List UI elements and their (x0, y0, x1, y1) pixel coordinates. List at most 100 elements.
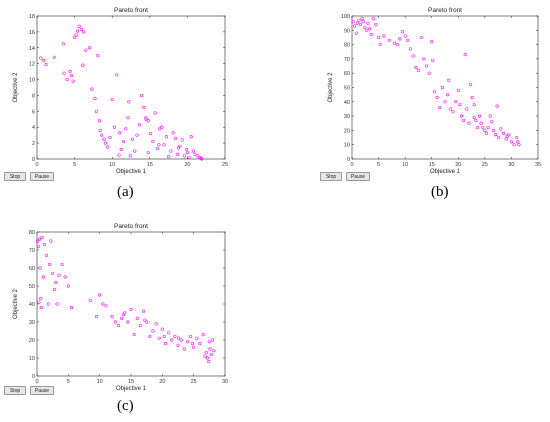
data-point (422, 57, 426, 61)
y-tick-label: 50 (344, 86, 350, 92)
data-point (358, 23, 363, 27)
y-tick-label: 2 (32, 141, 35, 147)
y-tick-label: 70 (344, 57, 350, 63)
data-point (118, 131, 122, 135)
data-point (60, 262, 64, 266)
data-point (51, 271, 55, 275)
data-point (137, 123, 141, 127)
data-point (188, 334, 193, 338)
x-tick-label: 0 (35, 162, 38, 168)
x-tick-label: 25 (482, 162, 488, 168)
data-point (462, 118, 466, 122)
y-tick-label: 0 (347, 157, 350, 163)
data-point (517, 143, 521, 147)
plot-area (351, 15, 539, 160)
data-point (100, 133, 104, 137)
data-point (360, 17, 364, 21)
data-point (158, 127, 162, 131)
data-point (193, 152, 197, 156)
data-point (185, 147, 189, 152)
data-point (79, 27, 83, 32)
data-point (42, 58, 46, 63)
data-point (94, 109, 98, 113)
chart-b-svg: Pareto front 0 5 10 15 20 25 30 35 0 10 20 30 40 50 60 7… (328, 7, 541, 175)
data-point (378, 43, 382, 47)
chart-panel-b: Pareto front 0 5 10 15 20 25 30 35 0 10 20 30 40 50 60 7… (316, 0, 550, 210)
data-point (160, 327, 164, 331)
data-point (57, 273, 61, 277)
data-point (63, 275, 67, 279)
data-point (438, 105, 442, 110)
data-point (447, 78, 451, 82)
chart-panel-c: Pareto front 0 5 10 15 20 25 30 0 10 20 30 40 50 60 70 8… (0, 220, 240, 422)
data-point (171, 131, 175, 135)
data-point (62, 71, 66, 75)
pause-button[interactable]: Pause (30, 386, 54, 395)
data-point (170, 338, 174, 342)
stop-button[interactable]: Stop (320, 172, 342, 181)
data-point (42, 243, 47, 247)
stop-button[interactable]: Stop (4, 386, 26, 395)
x-tick-label: 25 (222, 162, 228, 168)
data-point (126, 320, 130, 324)
data-point (190, 342, 194, 346)
data-point (454, 100, 458, 104)
data-point (505, 134, 509, 138)
data-point (115, 73, 119, 77)
pause-button[interactable]: Pause (30, 172, 54, 181)
data-point (435, 95, 439, 100)
chart-title: Pareto front (114, 223, 148, 230)
data-point (411, 54, 415, 58)
plot-area (36, 15, 226, 160)
data-point (129, 307, 133, 311)
data-point (424, 64, 428, 68)
data-point (127, 100, 131, 104)
data-point (154, 322, 158, 326)
data-point (353, 24, 357, 28)
data-point (446, 93, 450, 97)
x-tick-label: 15 (147, 162, 153, 168)
x-tick-label: 30 (508, 162, 514, 168)
x-tick-label: 10 (109, 162, 115, 168)
x-tick-label: 20 (455, 162, 461, 168)
data-point (210, 338, 215, 342)
data-point (117, 153, 121, 157)
data-point (146, 119, 150, 123)
data-point (395, 43, 399, 47)
stop-button[interactable]: Stop (4, 172, 26, 181)
data-point (39, 306, 43, 310)
x-tick-label: 30 (222, 379, 228, 385)
data-point (113, 320, 117, 324)
data-point (197, 155, 202, 159)
data-point (515, 135, 519, 140)
data-point (355, 21, 359, 25)
pause-button[interactable]: Pause (346, 172, 370, 181)
data-point (475, 125, 479, 130)
data-point (167, 155, 171, 159)
data-point (451, 110, 455, 114)
data-point (41, 275, 45, 279)
data-point (112, 125, 117, 129)
caption-c: (c) (117, 398, 134, 414)
data-point (493, 133, 498, 137)
data-point (39, 56, 43, 60)
data-point (120, 316, 124, 320)
y-axis-label: Objective 2 (13, 72, 19, 103)
data-point (357, 18, 361, 22)
data-point (199, 156, 203, 160)
data-point (481, 125, 485, 130)
data-point (354, 31, 358, 35)
x-tick-label: 5 (377, 162, 380, 168)
x-tick-label: 10 (97, 379, 103, 385)
data-point (162, 334, 166, 338)
y-tick-label: 0 (32, 374, 35, 380)
y-tick-label: 10 (29, 356, 35, 362)
data-point (98, 293, 102, 297)
data-point (54, 280, 58, 284)
data-point (189, 135, 193, 139)
y-axis-label: Objective 2 (328, 72, 334, 103)
data-point (208, 347, 212, 351)
data-point (187, 155, 191, 159)
data-point (84, 48, 88, 52)
data-point (512, 143, 516, 147)
